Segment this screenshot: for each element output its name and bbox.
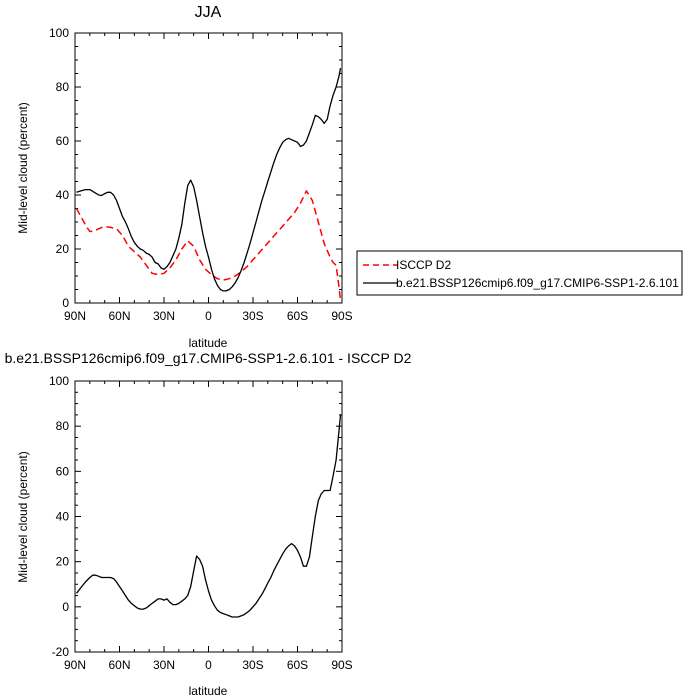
x-tick-label: 90S	[331, 658, 352, 672]
panel-top-chart: JJA Mid-level cloud (percent) latitude 0…	[16, 4, 353, 350]
x-tick-label: 30N	[153, 658, 175, 672]
legend: ISCCP D2 b.e21.BSSP126cmip6.f09_g17.CMIP…	[356, 250, 683, 296]
legend-label-isccp: ISCCP D2	[396, 258, 451, 272]
x-tick-label: 30S	[242, 658, 263, 672]
chart-title-bottom: b.e21.BSSP126cmip6.f09_g17.CMIP6-SSP1-2.…	[5, 350, 412, 366]
chart-title-top: JJA	[195, 4, 222, 21]
x-tick-label: 60N	[108, 658, 130, 672]
x-axis-label-top: latitude	[189, 336, 228, 350]
plot-frame	[74, 380, 343, 653]
plot-frame	[74, 32, 343, 304]
y-tick-label: 20	[56, 555, 70, 569]
y-tick-label: 40	[56, 510, 70, 524]
legend-box	[356, 250, 683, 296]
series-line-bottom-0	[75, 414, 342, 618]
x-tick-label: 90S	[331, 309, 352, 323]
x-tick-label: 30S	[242, 309, 263, 323]
x-tick-label: 60S	[287, 309, 308, 323]
legend-label-model: b.e21.BSSP126cmip6.f09_g17.CMIP6-SSP1-2.…	[396, 276, 679, 290]
x-tick-label: 30N	[153, 309, 175, 323]
y-tick-label: 40	[56, 188, 70, 202]
y-tick-label: 0	[62, 296, 69, 310]
x-axis-label-bottom: latitude	[189, 684, 228, 698]
y-tick-label: -20	[52, 645, 70, 659]
series-line-top-0	[75, 190, 342, 301]
y-tick-label: 60	[56, 464, 70, 478]
y-tick-label: 100	[49, 26, 69, 40]
panel-bottom-chart: b.e21.BSSP126cmip6.f09_g17.CMIP6-SSP1-2.…	[5, 350, 412, 698]
y-tick-label: 60	[56, 134, 70, 148]
x-tick-label: 60N	[108, 309, 130, 323]
y-tick-label: 80	[56, 419, 70, 433]
y-axis-label-top: Mid-level cloud (percent)	[16, 102, 30, 233]
x-tick-label: 90N	[64, 658, 86, 672]
y-tick-label: 20	[56, 242, 70, 256]
y-axis-label-bottom: Mid-level cloud (percent)	[16, 451, 30, 582]
series-line-top-1	[76, 67, 342, 292]
x-tick-label: 60S	[287, 658, 308, 672]
y-tick-label: 0	[62, 600, 69, 614]
x-tick-label: 90N	[64, 309, 86, 323]
plot-area-top: 0 20 40 60 80 100 90N 60N 30N 0 30S 60S 90S	[49, 26, 353, 323]
y-tick-label: 80	[56, 80, 70, 94]
x-tick-label: 0	[205, 658, 212, 672]
y-tick-label: 100	[49, 374, 69, 388]
plot-area-bottom: -20 0 20 40 60 80 100 90N 60N 30N 0 30S 60S 90S	[49, 374, 353, 672]
x-tick-label: 0	[205, 309, 212, 323]
